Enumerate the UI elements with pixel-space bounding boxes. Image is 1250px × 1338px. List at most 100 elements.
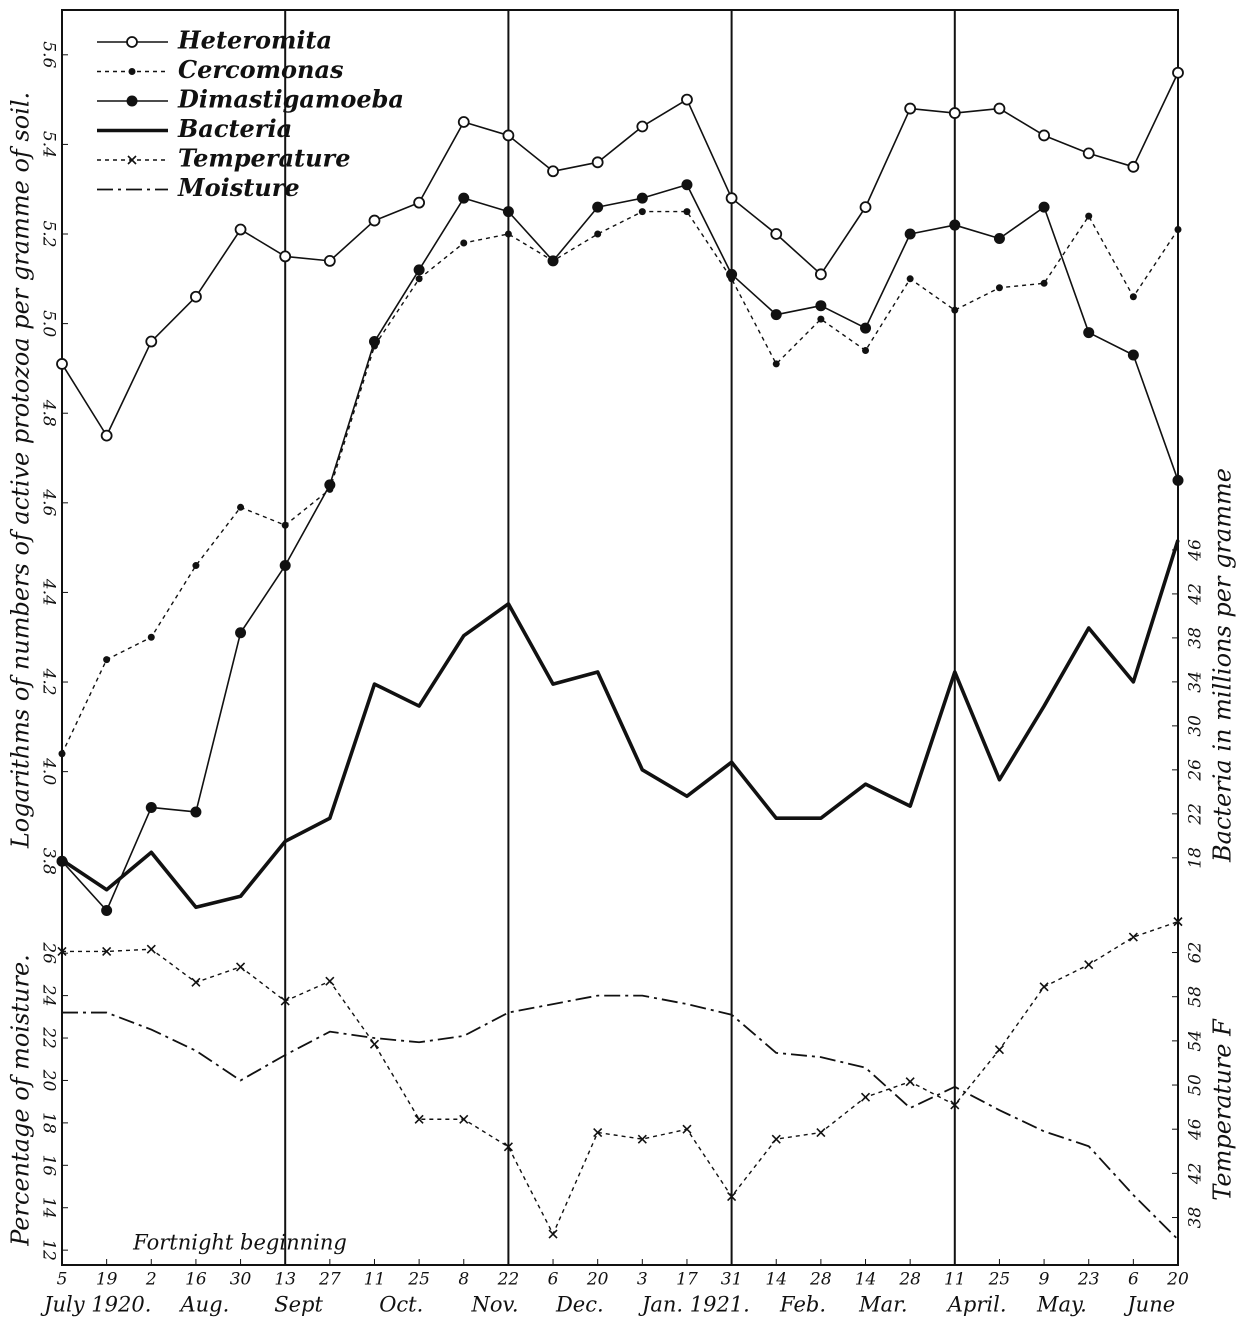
series-line bbox=[62, 994, 1179, 1241]
point bbox=[1128, 932, 1138, 942]
y2-tick-label: 54 bbox=[1186, 1030, 1206, 1052]
x-tick-label: 25 bbox=[988, 1270, 1011, 1290]
x-tick-label: 30 bbox=[230, 1270, 252, 1290]
point bbox=[817, 315, 825, 323]
month-label: Dec. bbox=[555, 1293, 604, 1317]
point bbox=[949, 219, 961, 231]
point bbox=[636, 120, 649, 133]
point bbox=[147, 633, 155, 641]
legend-label: Dimastigamoeba bbox=[177, 85, 404, 114]
y2-axis-label: Bacteria in millions per gramme bbox=[1209, 468, 1237, 863]
y2-tick-label: 42 bbox=[1186, 1163, 1206, 1186]
month-label: Mar. bbox=[858, 1293, 907, 1317]
point bbox=[592, 201, 604, 213]
point bbox=[234, 223, 247, 236]
point bbox=[993, 102, 1006, 115]
point bbox=[547, 165, 559, 178]
point bbox=[904, 228, 916, 240]
month-label: June bbox=[1123, 1293, 1175, 1317]
point bbox=[192, 562, 200, 570]
series-line bbox=[62, 920, 1179, 1235]
point bbox=[502, 129, 515, 142]
point bbox=[413, 196, 426, 209]
point bbox=[58, 750, 66, 758]
series-line bbox=[61, 183, 1179, 912]
point bbox=[503, 1142, 513, 1152]
point bbox=[948, 107, 961, 119]
y-axis-label: Logarithms of numbers of active protozoa… bbox=[7, 92, 35, 849]
point bbox=[860, 1092, 871, 1102]
point bbox=[638, 208, 646, 216]
y2-tick-label: 26 bbox=[1186, 759, 1206, 782]
y2-tick-label: 50 bbox=[1186, 1074, 1206, 1096]
y-tick-label: 14 bbox=[39, 1197, 59, 1219]
month-label: April. bbox=[946, 1293, 1007, 1317]
x-tick-label: 13 bbox=[274, 1270, 296, 1290]
point bbox=[547, 255, 559, 267]
point bbox=[906, 275, 914, 283]
x-tick-label: 19 bbox=[96, 1270, 118, 1290]
point bbox=[279, 250, 292, 263]
y2-tick-label: 46 bbox=[1186, 1118, 1206, 1141]
point bbox=[816, 1127, 826, 1138]
y-tick-label: 4.2 bbox=[39, 668, 59, 696]
y-tick-label: 5.4 bbox=[39, 131, 59, 158]
x-tick-label: 11 bbox=[364, 1270, 386, 1290]
point bbox=[548, 1229, 558, 1239]
legend-label: Bacteria bbox=[177, 114, 292, 143]
legend-marker bbox=[128, 68, 136, 75]
y2-tick-label: 30 bbox=[1186, 715, 1206, 737]
point bbox=[682, 1124, 692, 1134]
y-tick-label: 4.8 bbox=[39, 399, 59, 427]
point bbox=[1040, 279, 1048, 287]
point bbox=[726, 268, 738, 280]
point bbox=[951, 306, 959, 314]
point bbox=[815, 300, 827, 312]
point bbox=[191, 977, 201, 987]
point bbox=[190, 806, 202, 818]
y2-tick-label: 38 bbox=[1186, 1207, 1206, 1229]
legend-label: Cercomonas bbox=[178, 55, 344, 84]
point bbox=[323, 254, 336, 267]
point bbox=[415, 275, 423, 283]
y-tick-label: 12 bbox=[39, 1239, 59, 1261]
point bbox=[368, 336, 380, 348]
y-axis-label: Percentage of moisture. bbox=[7, 954, 35, 1247]
point bbox=[862, 346, 870, 354]
point bbox=[280, 996, 290, 1006]
point bbox=[994, 1045, 1005, 1055]
point bbox=[457, 116, 470, 128]
point bbox=[681, 93, 693, 106]
point bbox=[325, 976, 335, 986]
annotation: Fortnight beginning bbox=[132, 1231, 347, 1255]
point bbox=[459, 1114, 469, 1124]
x-tick-label: 9 bbox=[1039, 1270, 1050, 1290]
point bbox=[727, 1191, 737, 1202]
point bbox=[413, 264, 425, 276]
y2-tick-label: 34 bbox=[1186, 671, 1206, 693]
x-tick-label: 22 bbox=[497, 1270, 520, 1290]
y2-tick-label: 42 bbox=[1186, 583, 1206, 606]
point bbox=[683, 208, 691, 216]
point bbox=[281, 521, 289, 529]
point bbox=[504, 230, 512, 238]
point bbox=[237, 503, 245, 511]
point bbox=[502, 206, 514, 218]
point bbox=[814, 268, 827, 281]
y-tick-label: 4.4 bbox=[39, 578, 59, 606]
y2-axis-label: Temperature F bbox=[1209, 1018, 1237, 1201]
point bbox=[772, 360, 780, 368]
x-tick-label: 25 bbox=[407, 1270, 430, 1290]
y-tick-label: 22 bbox=[39, 1026, 59, 1049]
point bbox=[771, 1134, 781, 1144]
point bbox=[770, 309, 782, 321]
x-tick-label: 11 bbox=[944, 1270, 966, 1290]
point bbox=[279, 560, 291, 572]
point bbox=[1172, 474, 1184, 486]
x-tick-label: 14 bbox=[765, 1270, 787, 1290]
x-tick-label: 20 bbox=[1166, 1270, 1189, 1290]
point bbox=[636, 192, 648, 204]
legend-marker bbox=[127, 155, 137, 165]
legend-marker bbox=[126, 36, 138, 48]
